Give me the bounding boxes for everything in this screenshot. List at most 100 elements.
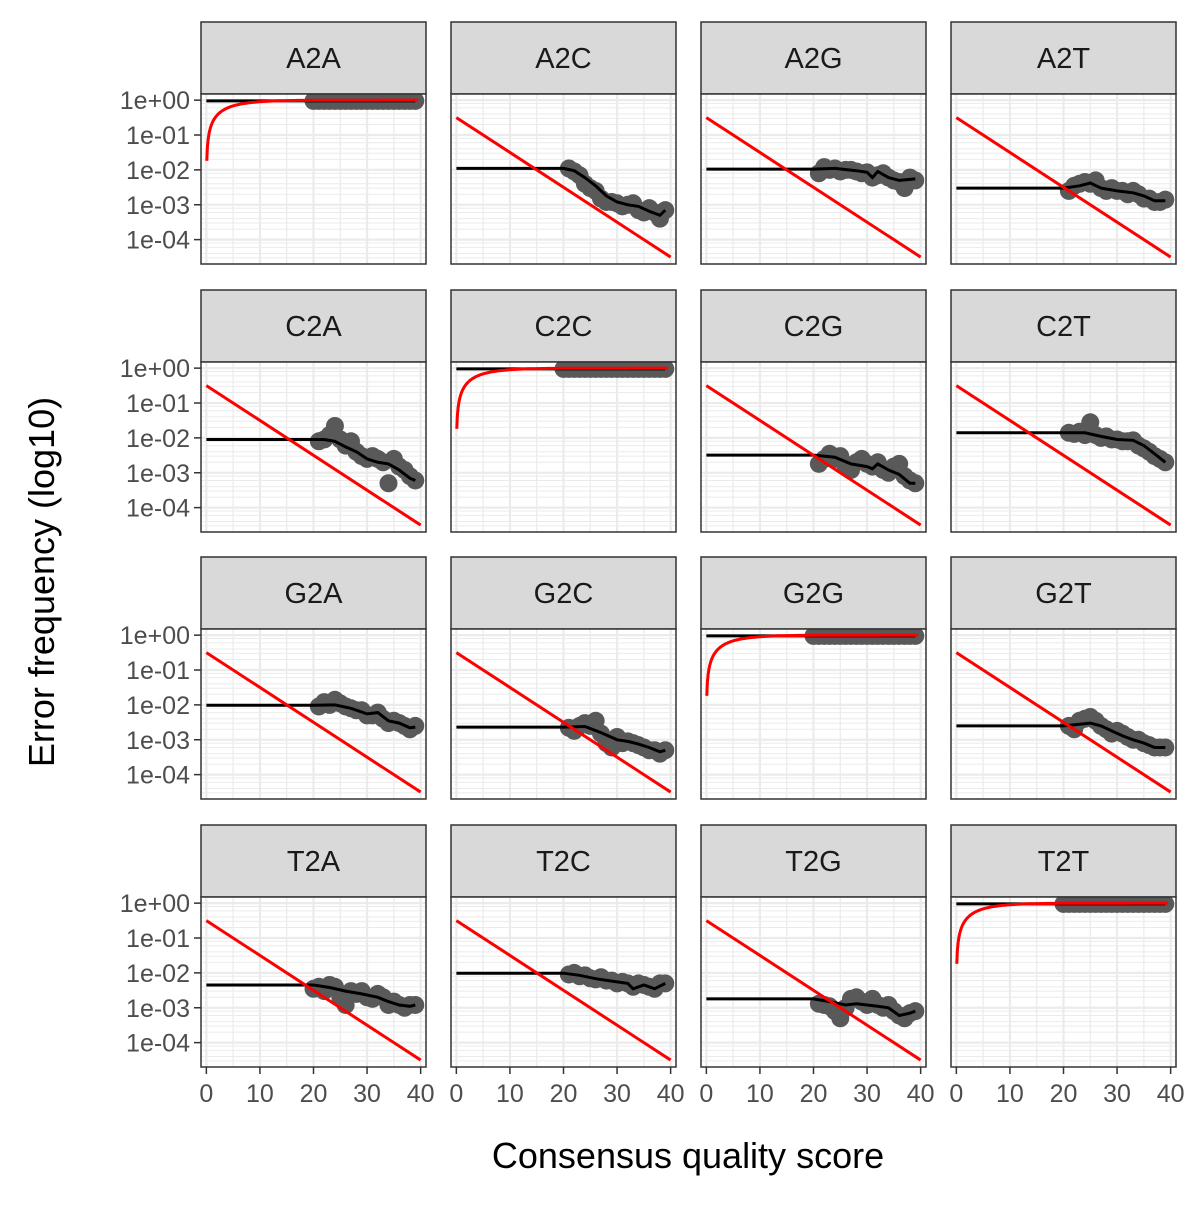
y-tick-label: 1e+00 (120, 622, 190, 650)
panel-border (950, 93, 1177, 265)
y-tick-label: 1e-04 (126, 1030, 190, 1058)
nominal-error-line (955, 651, 1172, 794)
panel-plot-area (951, 362, 1176, 532)
panel-g2g: G2G (700, 556, 927, 800)
panel-plot-area (451, 94, 676, 264)
panel-c2c: C2C (450, 289, 677, 533)
strip-t2a (200, 824, 427, 898)
strip-g2c (450, 556, 677, 630)
x-tick-label: 40 (907, 1080, 935, 1108)
fitted-line (206, 983, 416, 1008)
x-tick-label: 20 (1050, 1080, 1078, 1108)
panel-plot-area (201, 897, 426, 1067)
fitted-line (706, 997, 916, 1018)
strip-a2t (950, 21, 1177, 95)
fitted-line (456, 971, 666, 991)
y-tick-label: 1e-02 (126, 692, 190, 720)
panel-border (200, 93, 427, 265)
x-tick-label: 30 (1103, 1080, 1131, 1108)
nominal-error-line (955, 901, 1169, 964)
strip-label: C2C (534, 311, 592, 343)
strip-label: T2T (1038, 846, 1090, 878)
data-point (379, 474, 398, 493)
x-tick-label: 20 (800, 1080, 828, 1108)
panel-border (450, 361, 677, 533)
panel-border (950, 628, 1177, 800)
panel-g2t: G2T (950, 556, 1177, 800)
panel-plot-area (951, 94, 1176, 264)
strip-g2t (950, 556, 1177, 630)
strip-c2a (200, 289, 427, 363)
y-tick-label: 1e+00 (120, 890, 190, 918)
nominal-error-line (705, 633, 919, 696)
panel-g2c: G2C (450, 556, 677, 800)
nominal-error-line (205, 384, 422, 527)
strip-c2g (700, 289, 927, 363)
nominal-error-line (455, 116, 672, 259)
y-tick-label: 1e-01 (126, 390, 190, 418)
x-tick-label: 30 (603, 1080, 631, 1108)
strip-a2g (700, 21, 927, 95)
y-tick-label: 1e-03 (126, 727, 190, 755)
y-tick-label: 1e-04 (126, 495, 190, 523)
strip-label: C2A (285, 311, 342, 343)
strip-label: T2G (785, 846, 841, 878)
nominal-error-line (705, 919, 922, 1062)
x-tick-label: 10 (246, 1080, 274, 1108)
nominal-error-line (205, 651, 422, 794)
panel-border (200, 361, 427, 533)
y-tick-label: 1e-02 (126, 960, 190, 988)
panel-plot-area (951, 629, 1176, 799)
fitted-line (206, 438, 416, 482)
nominal-error-line (205, 98, 419, 161)
strip-a2a (200, 21, 427, 95)
strip-c2t (950, 289, 1177, 363)
fitted-line (706, 166, 916, 182)
strip-t2t (950, 824, 1177, 898)
fitted-line (956, 431, 1167, 464)
strip-label: T2C (536, 846, 591, 878)
x-tick-label: 40 (407, 1080, 435, 1108)
panel-plot-area (201, 362, 426, 532)
x-tick-label: 10 (746, 1080, 774, 1108)
x-tick-label: 0 (699, 1080, 713, 1108)
x-tick-label: 40 (1157, 1080, 1185, 1108)
panel-border (950, 361, 1177, 533)
x-tick-label: 0 (449, 1080, 463, 1108)
y-axis-title: Error frequency (log10) (21, 397, 62, 767)
nominal-error-line (955, 116, 1172, 259)
nominal-error-line (455, 651, 672, 794)
panel-a2a: A2A 1e+00 1e-01 1e-02 1e-03 1e-04 (120, 21, 427, 265)
nominal-error-line (705, 384, 922, 527)
strip-label: G2A (284, 578, 343, 610)
nominal-error-line (955, 384, 1172, 527)
panel-t2a: T2A 1e+00 1e-01 1e-02 1e-03 1e-04 0 10 20 30 40 (120, 824, 435, 1108)
strip-g2g (700, 556, 927, 630)
panel-a2c: A2C (450, 21, 677, 265)
x-tick-label: 30 (853, 1080, 881, 1108)
x-tick-label: 10 (996, 1080, 1024, 1108)
data-point (325, 416, 344, 435)
panel-plot-area (701, 629, 926, 799)
y-tick-label: 1e-03 (126, 460, 190, 488)
y-tick-label: 1e-04 (126, 227, 190, 255)
y-tick-label: 1e-02 (126, 157, 190, 185)
strip-label: G2C (534, 578, 594, 610)
y-tick-label: 1e-03 (126, 192, 190, 220)
panel-border (700, 628, 927, 800)
y-tick-label: 1e-01 (126, 925, 190, 953)
strip-label: C2G (784, 311, 844, 343)
panel-a2g: A2G (700, 21, 927, 265)
x-tick-label: 20 (300, 1080, 328, 1108)
y-tick-label: 1e-04 (126, 762, 190, 790)
strip-t2g (700, 824, 927, 898)
x-tick-label: 20 (550, 1080, 578, 1108)
x-tick-label: 30 (353, 1080, 381, 1108)
strip-label: A2A (286, 43, 341, 75)
x-tick-label: 0 (949, 1080, 963, 1108)
y-tick-label: 1e+00 (120, 355, 190, 383)
panel-a2t: A2T (950, 21, 1177, 265)
y-tick-label: 1e-02 (126, 425, 190, 453)
strip-label: G2G (783, 578, 844, 610)
